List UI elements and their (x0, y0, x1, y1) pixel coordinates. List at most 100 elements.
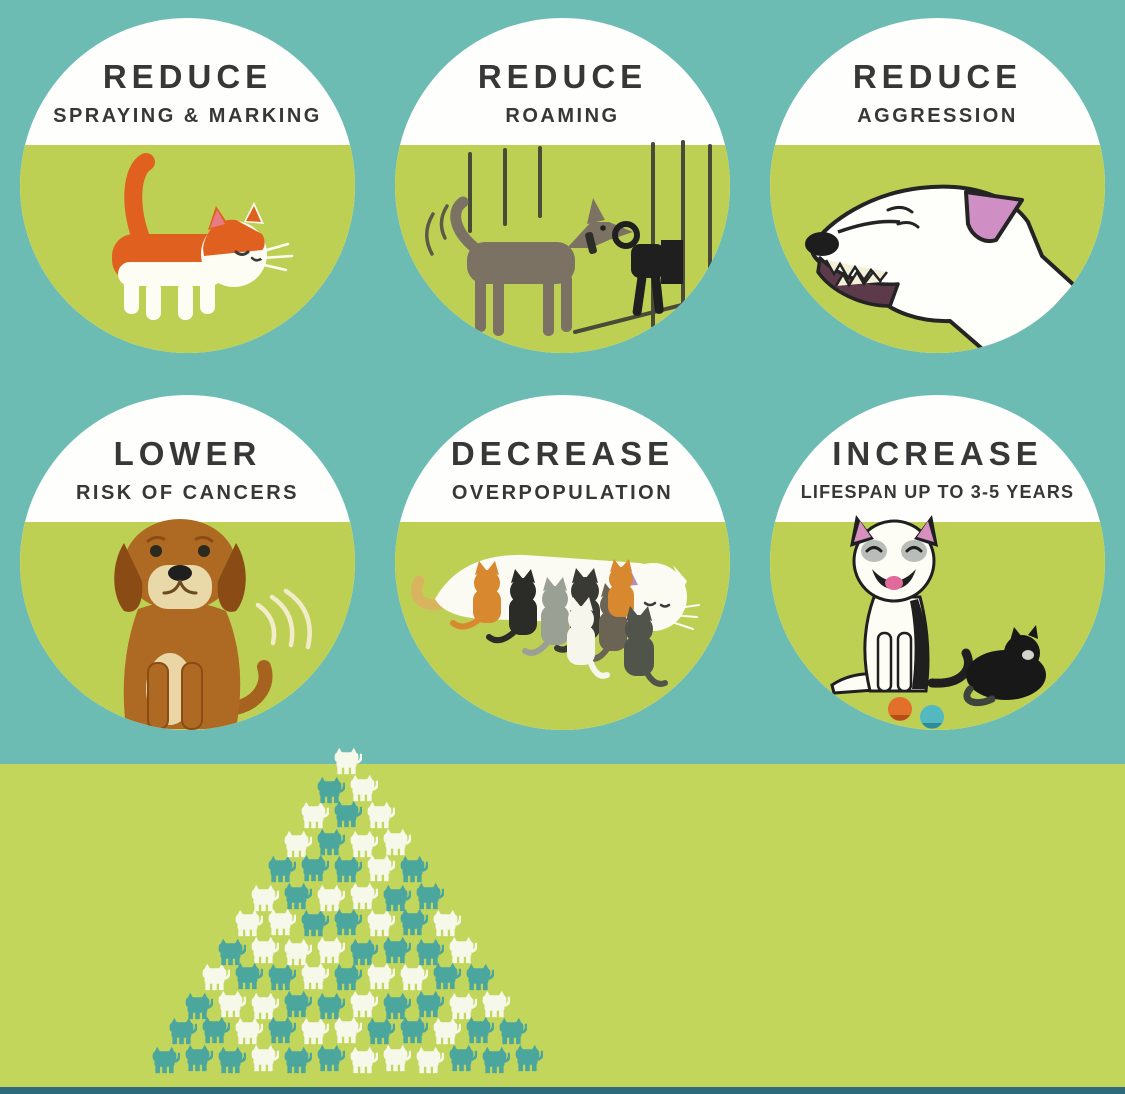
circle-title: INCREASE (832, 435, 1043, 472)
pyramid-cat-icon (314, 935, 347, 965)
top-teal-section: REDUCE SPRAYING & MARKING (20, 18, 1105, 730)
dog-escaping-fence-illustration (395, 136, 730, 353)
circle-title: DECREASE (450, 435, 675, 472)
pyramid-cat-icon (298, 961, 331, 991)
benefit-circle-aggression: REDUCE AGGRESSION (770, 18, 1105, 353)
mother-cat-litter-illustration (395, 513, 730, 730)
benefit-circle-roaming: REDUCE ROAMING (395, 18, 730, 353)
pyramid-cat-icon (413, 1045, 446, 1075)
pyramid-cat-icon (215, 989, 248, 1019)
pyramid-cat-icon (215, 937, 248, 967)
pyramid-cat-icon (199, 962, 232, 992)
pyramid-cat-icon (248, 935, 281, 965)
pyramid-row (281, 827, 413, 858)
pyramid-cat-icon (265, 962, 298, 992)
pyramid-cat-icon (364, 908, 397, 938)
pyramid-cat-icon (364, 1016, 397, 1046)
pyramid-row (265, 853, 430, 884)
benefit-circle-cancers: LOWER RISK OF CANCERS (20, 395, 355, 730)
pyramid-row (232, 907, 463, 938)
pyramid-cat-icon (380, 1043, 413, 1073)
pyramid-cat-icon (446, 991, 479, 1021)
pyramid-cat-icon (446, 1043, 479, 1073)
pyramid-cat-icon (314, 775, 347, 805)
pyramid-cat-icon (479, 1045, 512, 1075)
pyramid-cat-icon (380, 883, 413, 913)
pyramid-cat-icon (314, 827, 347, 857)
pyramid-cat-icon (364, 853, 397, 883)
pyramid-cat-icon (347, 773, 380, 803)
pyramid-cat-icon (331, 907, 364, 937)
snarling-dog-head-illustration (770, 136, 1105, 353)
pyramid-cat-icon (413, 989, 446, 1019)
pyramid-cat-icon (347, 1045, 380, 1075)
pyramid-cat-icon (232, 1016, 265, 1046)
pyramid-row (298, 799, 397, 830)
pyramid-cat-icon (232, 908, 265, 938)
pyramid-cat-icon (364, 800, 397, 830)
pyramid-cat-icon (232, 961, 265, 991)
pyramid-cat-icon (397, 854, 430, 884)
pyramid-cat-icon (397, 962, 430, 992)
bottom-edge-bar (0, 1087, 1125, 1094)
pyramid-cat-icon (166, 1016, 199, 1046)
pyramid-cat-icon (298, 908, 331, 938)
pyramid-cat-icon (199, 1015, 232, 1045)
pyramid-cat-icon (380, 827, 413, 857)
pyramid-row (182, 989, 512, 1020)
pyramid-cat-icon (446, 935, 479, 965)
pyramid-cat-icon (347, 937, 380, 967)
circle-subtitle: AGGRESSION (857, 105, 1018, 127)
sitting-brown-dog-illustration (20, 513, 355, 730)
pyramid-cat-icon (149, 1045, 182, 1075)
pyramid-cat-icon (397, 907, 430, 937)
pyramid-cat-icon (248, 883, 281, 913)
pyramid-cat-icon (463, 1015, 496, 1045)
pyramid-cat-icon (281, 937, 314, 967)
pyramid-cat-icon (265, 854, 298, 884)
circle-title: LOWER (113, 435, 262, 472)
pyramid-cat-icon (364, 961, 397, 991)
pyramid-row (215, 935, 479, 966)
circle-subtitle: LIFESPAN UP TO 3-5 YEARS (800, 482, 1075, 502)
pyramid-row (331, 746, 364, 776)
pyramid-cat-icon (281, 829, 314, 859)
pyramid-cat-icon (413, 937, 446, 967)
pyramid-cat-icon (182, 1043, 215, 1073)
benefit-circle-spraying: REDUCE SPRAYING & MARKING (20, 18, 355, 353)
pyramid-cat-icon (265, 1015, 298, 1045)
pyramid-cat-icon (331, 799, 364, 829)
pyramid-cat-icon (331, 746, 364, 776)
circle-subtitle: OVERPOPULATION (451, 482, 674, 504)
circle-subtitle: RISK OF CANCERS (75, 482, 300, 504)
pyramid-cat-icon (397, 1015, 430, 1045)
pyramid-cat-icon (496, 1016, 529, 1046)
circle-title: REDUCE (102, 58, 273, 95)
pyramid-cat-icon (265, 907, 298, 937)
pyramid-cat-icon (347, 881, 380, 911)
pyramid-cat-icon (430, 961, 463, 991)
pyramid-cat-icon (331, 854, 364, 884)
pyramid-cat-icon (248, 991, 281, 1021)
circle-subtitle: SPRAYING & MARKING (53, 105, 322, 127)
pyramid-row (314, 773, 380, 804)
pyramid-cat-icon (281, 989, 314, 1019)
circle-title: REDUCE (852, 58, 1023, 95)
pyramid-cat-icon (347, 829, 380, 859)
pyramid-cat-icon (314, 883, 347, 913)
pyramid-cat-icon (347, 989, 380, 1019)
pyramid-cat-icon (430, 1016, 463, 1046)
pyramid-cat-icon (298, 1016, 331, 1046)
pyramid-cat-icon (512, 1043, 545, 1073)
benefit-circle-overpopulation: DECREASE OVERPOPULATION (395, 395, 730, 730)
circle-subtitle: ROAMING (505, 105, 620, 127)
pyramid-cat-icon (298, 800, 331, 830)
cat-pyramid (147, 746, 547, 1074)
orange-cat-tail-up-illustration (20, 136, 355, 353)
pyramid-row (248, 881, 446, 912)
pyramid-cat-icon (281, 881, 314, 911)
circle-green-fill (770, 522, 1105, 730)
pyramid-cat-icon (314, 1043, 347, 1073)
pyramid-cat-icon (380, 991, 413, 1021)
pyramid-cat-icon (182, 991, 215, 1021)
